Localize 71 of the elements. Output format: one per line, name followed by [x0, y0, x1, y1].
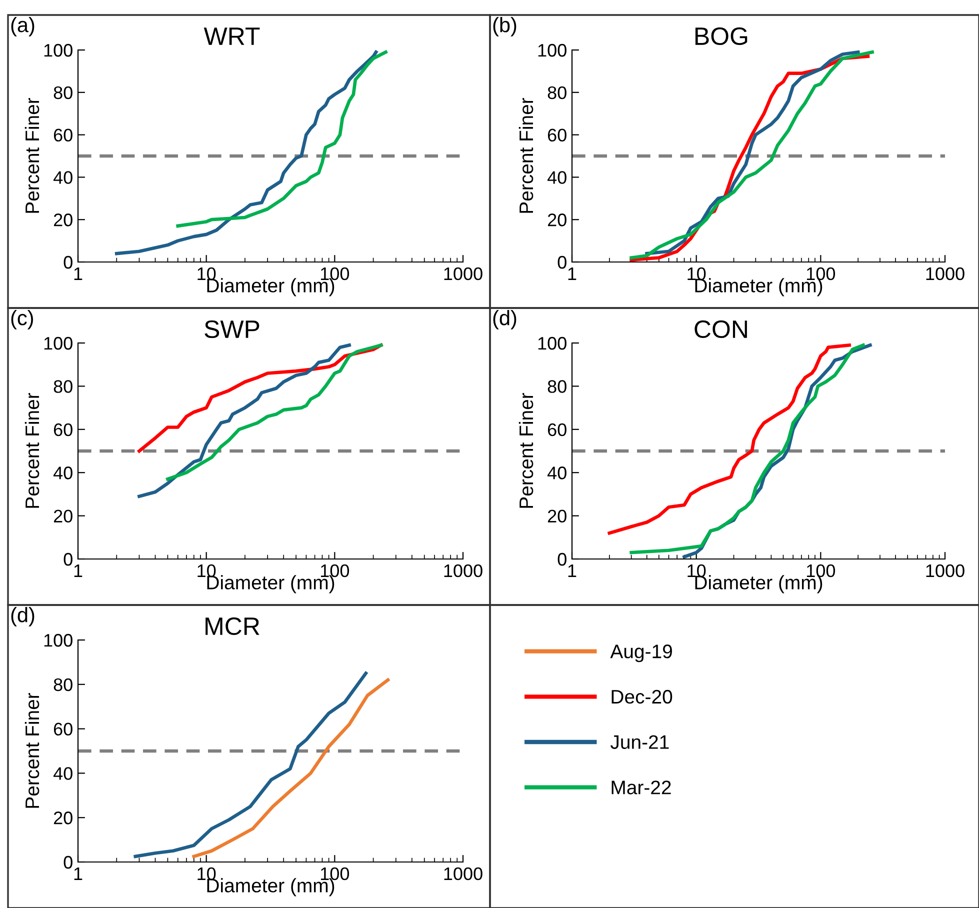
y-tick-label: 80	[54, 678, 72, 692]
y-tick-label: 100	[538, 44, 566, 57]
x-tick-label: 1000	[444, 867, 482, 880]
chart-title: WRT	[204, 28, 260, 45]
x-tick-label: 10	[688, 564, 706, 578]
chart-title: MCR	[206, 617, 260, 636]
y-tick-label: 100	[44, 44, 72, 57]
x-axis-title: Diameter (mm)	[207, 878, 334, 896]
x-tick-label: 1000	[926, 267, 964, 280]
x-tick-label: 100	[320, 267, 350, 280]
y-tick-label: 60	[548, 128, 566, 142]
y-tick-label: 0	[558, 256, 566, 269]
y-tick-label: 100	[538, 336, 566, 350]
x-tick-label: 1000	[444, 564, 482, 578]
y-tick-label: 20	[548, 510, 566, 523]
chart-title: SWP	[204, 320, 260, 338]
y-tick-label: 20	[54, 812, 72, 824]
x-tick-label: 10	[688, 267, 706, 280]
y-tick-label: 40	[53, 466, 72, 480]
y-tick-label: 80	[54, 86, 72, 100]
y-tick-label: 20	[54, 214, 72, 226]
x-tick-label: 1	[74, 564, 82, 577]
text: (b)	[493, 17, 516, 36]
y-tick-label: 0	[64, 856, 72, 869]
x-axis-title: Diameter (mm)	[695, 278, 822, 296]
text: (d)	[11, 607, 34, 626]
legend-label: Jun-21	[610, 735, 669, 749]
text: (a)	[11, 17, 34, 36]
y-tick-label: 0	[558, 552, 566, 566]
x-tick-label: 100	[320, 564, 350, 578]
x-axis-title: Diameter (mm)	[207, 278, 334, 296]
y-tick-label: 100	[44, 336, 72, 350]
y-axis-title: Percent Finer	[24, 98, 40, 213]
y-tick-label: 0	[64, 256, 72, 269]
y-tick-label: 60	[54, 128, 72, 142]
y-tick-label: 80	[548, 86, 566, 100]
y-tick-label: 80	[54, 380, 72, 393]
x-tick-label: 100	[806, 564, 836, 578]
chart-title: CON	[694, 320, 747, 338]
x-tick-label: 1	[568, 268, 576, 280]
y-axis-title: Percent Finer	[24, 392, 40, 508]
x-tick-label: 1	[74, 868, 82, 880]
y-tick-label: 20	[54, 510, 72, 523]
y-tick-label: 60	[54, 722, 72, 736]
y-axis-title: Percent Finer	[518, 392, 534, 508]
y-tick-label: 20	[548, 214, 566, 226]
text: (c)	[11, 310, 33, 330]
y-axis-title: Percent Finer	[518, 98, 534, 213]
chart-title: BOG	[695, 27, 748, 46]
y-tick-label: 100	[44, 634, 72, 647]
y-tick-label: 40	[53, 767, 72, 780]
legend-label: Dec-20	[612, 690, 672, 704]
x-axis-title: Diameter (mm)	[695, 575, 822, 594]
x-tick-label: 1000	[444, 267, 482, 280]
y-tick-label: 60	[54, 423, 72, 436]
y-tick-label: 40	[547, 171, 566, 184]
legend-label: Mar-22	[612, 780, 671, 794]
y-tick-label: 80	[548, 380, 566, 393]
x-axis-title: Diameter (mm)	[207, 575, 334, 594]
legend-label: Aug-19	[610, 644, 672, 662]
x-tick-label: 100	[320, 867, 350, 880]
y-tick-label: 40	[53, 171, 72, 184]
y-tick-label: 40	[547, 466, 566, 480]
x-tick-label: 1	[568, 564, 576, 577]
text: (d)	[493, 310, 516, 330]
x-tick-label: 1000	[926, 564, 964, 578]
y-tick-label: 0	[64, 552, 72, 566]
x-tick-label: 1	[74, 268, 82, 280]
y-tick-label: 60	[548, 423, 566, 436]
x-tick-label: 100	[806, 267, 836, 280]
y-axis-title: Percent Finer	[24, 692, 40, 808]
